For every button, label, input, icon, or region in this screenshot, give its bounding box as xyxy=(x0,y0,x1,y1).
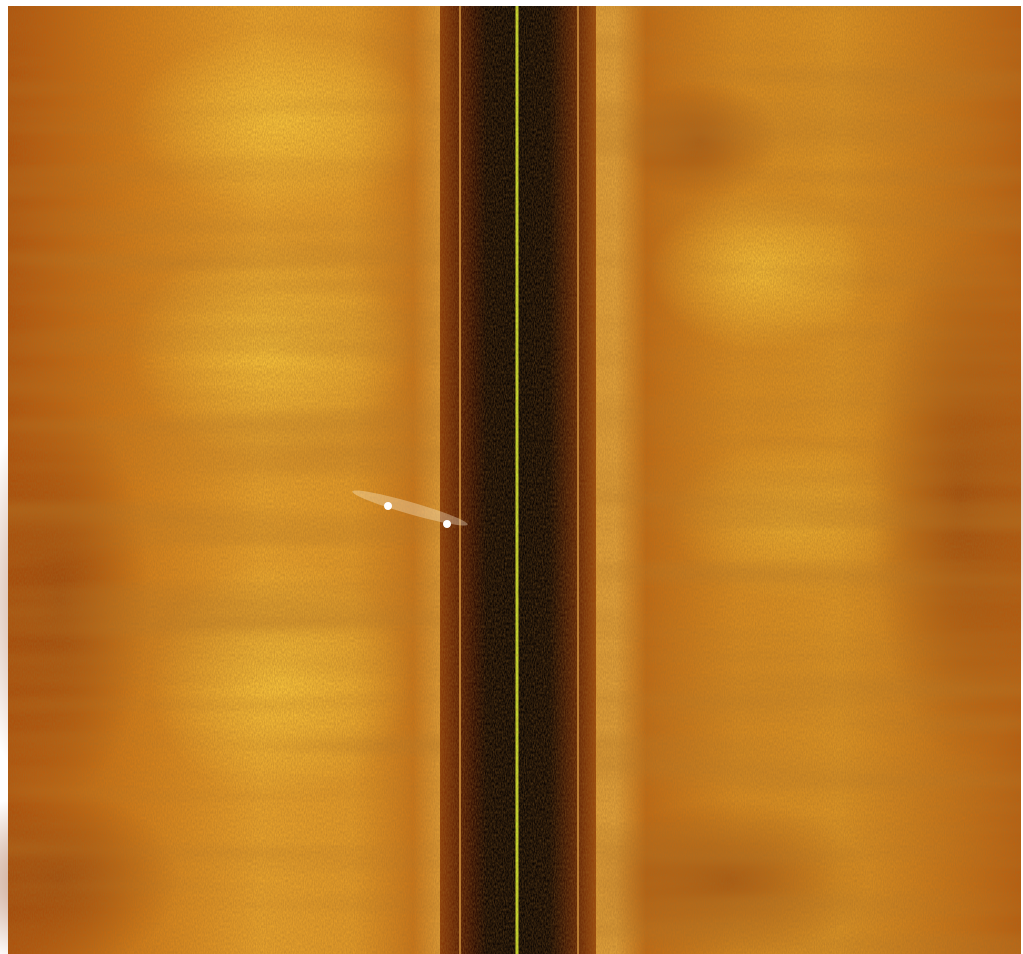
sonar-swath xyxy=(0,6,1023,954)
target-echo xyxy=(352,490,468,528)
